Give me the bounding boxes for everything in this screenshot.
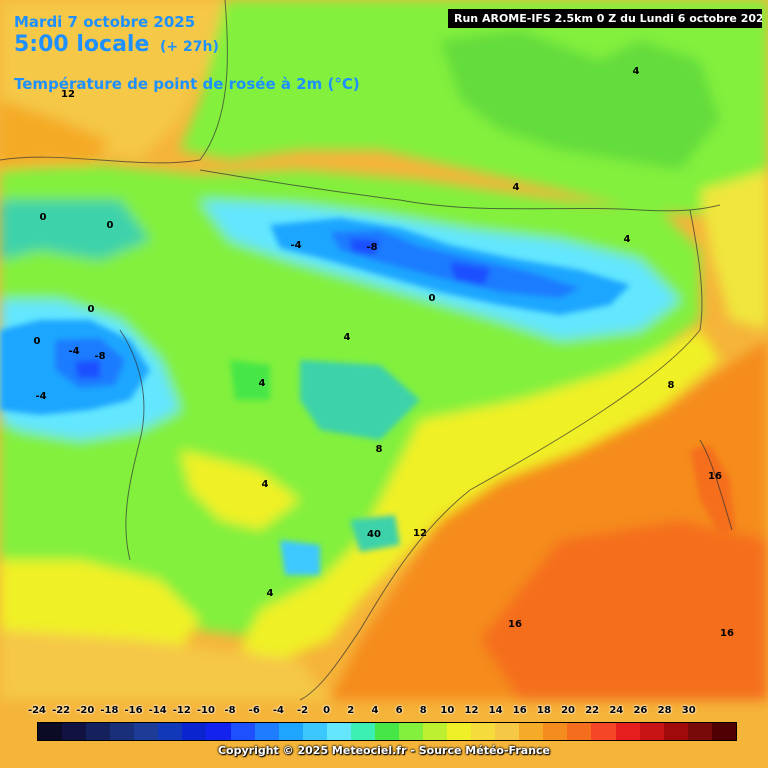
legend-swatch bbox=[663, 723, 688, 740]
contour-label: -4 bbox=[290, 240, 301, 251]
legend-swatch bbox=[447, 723, 472, 740]
coastline-mediterranean bbox=[299, 209, 703, 701]
forecast-time: 5:00 locale bbox=[14, 32, 150, 57]
legend-swatch bbox=[278, 723, 303, 740]
border-portugal bbox=[119, 329, 145, 561]
border-pyrenees bbox=[199, 169, 721, 212]
contour-label: 16 bbox=[508, 619, 522, 630]
legend-tick-label: -20 bbox=[76, 705, 95, 716]
color-legend-bar bbox=[37, 722, 737, 741]
legend-tick-label: -18 bbox=[100, 705, 119, 716]
legend-swatch bbox=[398, 723, 423, 740]
contour-label: -4 bbox=[35, 391, 46, 402]
legend-tick-label: 22 bbox=[585, 705, 600, 716]
legend-tick-label: 24 bbox=[609, 705, 624, 716]
legend-swatch bbox=[86, 723, 111, 740]
legend-swatch bbox=[519, 723, 544, 740]
contour-label: 0 bbox=[34, 336, 41, 347]
coastline-north bbox=[0, 0, 228, 164]
legend-tick-labels: -24 -22 -20 -18 -16 -14 -12 -10 -8 -6 -4 -2 0 2 4 6 8 10 1… bbox=[24, 705, 768, 721]
contour-label: 0 bbox=[107, 220, 114, 231]
contour-label: -4 bbox=[68, 346, 79, 357]
legend-swatch bbox=[62, 723, 87, 740]
contour-label: 8 bbox=[376, 444, 383, 455]
legend-tick-label: -2 bbox=[296, 705, 309, 716]
forecast-date: Mardi 7 octobre 2025 bbox=[14, 13, 196, 31]
legend-swatch bbox=[230, 723, 255, 740]
legend-tick-label: 10 bbox=[440, 705, 455, 716]
legend-tick-label: -8 bbox=[224, 705, 236, 716]
legend-tick-label: 20 bbox=[561, 705, 575, 716]
legend-tick-label: -16 bbox=[124, 705, 143, 716]
legend-swatch bbox=[182, 723, 207, 740]
contour-label: 40 bbox=[367, 529, 381, 540]
legend-swatch bbox=[639, 723, 664, 740]
legend-swatch bbox=[495, 723, 520, 740]
legend-tick-label: 18 bbox=[536, 705, 551, 716]
contour-label: 16 bbox=[708, 471, 722, 482]
contour-label: 4 bbox=[633, 66, 640, 77]
legend-tick-label: 0 bbox=[323, 705, 331, 716]
legend-tick-label: 16 bbox=[512, 705, 527, 716]
parameter-title: Température de point de rosée à 2m (°C) bbox=[14, 75, 360, 93]
contour-label: 0 bbox=[40, 212, 47, 223]
legend-tick-label: 8 bbox=[419, 705, 427, 716]
legend-swatch bbox=[471, 723, 496, 740]
legend-tick-label: -22 bbox=[52, 705, 71, 716]
legend-tick-label: 2 bbox=[347, 705, 355, 716]
legend-swatch bbox=[687, 723, 712, 740]
legend-tick-label: -10 bbox=[196, 705, 215, 716]
legend-tick-label: 6 bbox=[395, 705, 403, 716]
legend-swatch bbox=[591, 723, 616, 740]
legend-tick-label: 26 bbox=[633, 705, 648, 716]
contour-label: 4 bbox=[513, 182, 520, 193]
legend-tick-label: 30 bbox=[681, 705, 696, 716]
contour-label: 8 bbox=[668, 380, 675, 391]
contour-label: 0 bbox=[88, 304, 95, 315]
legend-swatch bbox=[110, 723, 135, 740]
legend-swatch bbox=[254, 723, 279, 740]
legend-swatch bbox=[423, 723, 448, 740]
legend-swatch bbox=[711, 723, 736, 740]
legend-tick-label: 14 bbox=[488, 705, 503, 716]
contour-label: -8 bbox=[366, 242, 377, 253]
legend-tick-label: 4 bbox=[371, 705, 379, 716]
contour-label: 4 bbox=[259, 378, 266, 389]
contour-label: 12 bbox=[61, 89, 75, 100]
legend-swatch bbox=[134, 723, 159, 740]
contour-label: 4 bbox=[344, 332, 351, 343]
contour-label: 16 bbox=[720, 628, 734, 639]
legend-swatch bbox=[158, 723, 183, 740]
legend-tick-label: 28 bbox=[657, 705, 672, 716]
legend-swatch bbox=[38, 723, 63, 740]
legend-tick-label: -14 bbox=[148, 705, 167, 716]
contour-label: 12 bbox=[413, 528, 427, 539]
legend-tick-label: -24 bbox=[27, 705, 47, 716]
copyright-notice: Copyright © 2025 Meteociel.fr - Source M… bbox=[217, 744, 551, 757]
contour-label: -8 bbox=[94, 351, 105, 362]
legend-tick-label: -12 bbox=[172, 705, 191, 716]
legend-tick-label: -6 bbox=[248, 705, 260, 716]
legend-swatch bbox=[567, 723, 592, 740]
legend-swatch bbox=[374, 723, 399, 740]
contour-label: 4 bbox=[262, 479, 269, 490]
model-run-banner: Run AROME-IFS 2.5km 0 Z du Lundi 6 octob… bbox=[448, 9, 762, 28]
legend-swatch bbox=[326, 723, 351, 740]
legend-swatch bbox=[543, 723, 568, 740]
legend-swatch bbox=[302, 723, 327, 740]
contour-label: 0 bbox=[429, 293, 436, 304]
legend-tick-label: -4 bbox=[272, 705, 284, 716]
legend-swatch bbox=[615, 723, 640, 740]
forecast-lead-time: (+ 27h) bbox=[160, 39, 219, 55]
contour-label: 4 bbox=[624, 234, 631, 245]
contour-label: 4 bbox=[267, 588, 274, 599]
coastline-island bbox=[699, 439, 733, 531]
legend-tick-label: 12 bbox=[464, 705, 479, 716]
legend-swatch bbox=[350, 723, 375, 740]
legend-swatch bbox=[206, 723, 231, 740]
